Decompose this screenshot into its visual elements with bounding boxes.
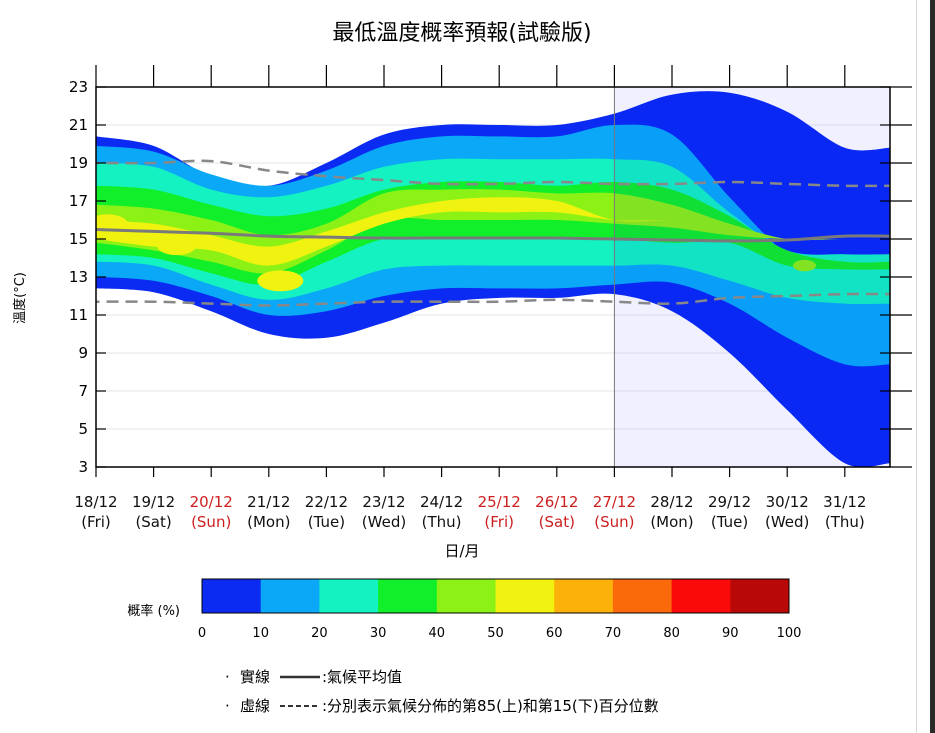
colorbar-swatch — [436, 579, 496, 613]
y-tick-label: 13 — [69, 268, 88, 286]
x-tick-day: (Wed) — [362, 513, 406, 531]
legend-solid-desc: :氣候平均值 — [322, 668, 402, 686]
window-edge-shadow — [930, 0, 935, 733]
x-tick-date: 19/12 — [132, 493, 175, 511]
colorbar-tick-label: 80 — [663, 626, 680, 641]
x-tick-date: 21/12 — [247, 493, 290, 511]
colorbar-swatch — [554, 579, 614, 613]
x-tick-date: 20/12 — [190, 493, 233, 511]
legend: · 實線 :氣候平均值 · 虛線 :分別表示氣候分佈的第85(上)和第15(下)… — [225, 668, 659, 715]
y-tick-label: 15 — [69, 230, 88, 248]
x-tick-day: (Mon) — [247, 513, 290, 531]
colorbar-tick-label: 10 — [252, 626, 269, 641]
colorbar-swatch — [612, 579, 673, 613]
x-tick-date: 24/12 — [420, 493, 463, 511]
colorbar-swatch — [260, 579, 320, 613]
probability-blob-40 — [792, 259, 816, 272]
colorbar: 0 10 20 30 40 50 60 70 80 90 100 — [198, 578, 802, 641]
y-tick-label: 23 — [69, 78, 88, 96]
colorbar-tick-label: 30 — [370, 626, 387, 641]
legend-dashed-label: 虛線 — [240, 697, 270, 715]
x-tick-day: (Sat) — [539, 513, 575, 531]
x-tick-day: (Thu) — [422, 513, 462, 531]
colorbar-tick-label: 20 — [311, 626, 328, 641]
probability-blob-50 — [257, 270, 304, 292]
y-tick-label: 9 — [78, 344, 88, 362]
x-tick-date: 18/12 — [74, 493, 117, 511]
colorbar-swatch — [378, 579, 438, 613]
x-tick-date: 31/12 — [823, 493, 866, 511]
y-tick-label: 17 — [69, 192, 88, 210]
x-tick-day: (Tue) — [308, 513, 345, 531]
y-tick-label: 21 — [69, 116, 88, 134]
series-line-solid — [96, 227, 890, 243]
x-tick-date: 27/12 — [593, 493, 636, 511]
colorbar-tick-label: 50 — [487, 626, 504, 641]
y-tick-label: 7 — [78, 382, 88, 400]
colorbar-tick-label: 100 — [777, 626, 802, 641]
colorbar-swatch — [319, 579, 379, 613]
colorbar-tick-label: 60 — [546, 626, 563, 641]
y-tick-label: 5 — [78, 420, 88, 438]
legend-bullet-dashed: · — [225, 697, 230, 715]
series-line-dashed — [96, 159, 890, 188]
x-tick-day: (Wed) — [765, 513, 809, 531]
colorbar-tick-label: 90 — [722, 626, 739, 641]
x-tick-day: (Thu) — [825, 513, 865, 531]
colorbar-tick-label: 40 — [429, 626, 446, 641]
colorbar-tick-label: 70 — [605, 626, 622, 641]
x-tick-date: 25/12 — [478, 493, 521, 511]
colorbar-swatch — [671, 579, 731, 613]
plot-area — [96, 86, 890, 468]
y-tick-label: 19 — [69, 154, 88, 172]
legend-dashed-desc: :分別表示氣候分佈的第85(上)和第15(下)百分位數 — [322, 697, 659, 715]
colorbar-tick-label: 0 — [198, 626, 206, 641]
x-tick-day: (Mon) — [650, 513, 693, 531]
x-tick-day: (Fri) — [484, 513, 514, 531]
probability-blob-50 — [156, 234, 197, 256]
x-tick-day: (Sun) — [191, 513, 231, 531]
colorbar-frame — [201, 578, 790, 614]
colorbar-swatch — [495, 579, 555, 613]
colorbar-label: 概率 (%) — [127, 603, 180, 619]
chart-title: 最低溫度概率預報(試驗版) — [332, 21, 591, 46]
probability-band-50 — [96, 197, 890, 266]
series-line-dashed — [96, 292, 890, 307]
x-tick-date: 23/12 — [362, 493, 405, 511]
x-axis-label: 日/月 — [444, 542, 479, 560]
x-tick-date: 30/12 — [766, 493, 809, 511]
y-tick-label: 11 — [69, 306, 88, 324]
legend-solid-label: 實線 — [240, 668, 270, 686]
x-tick-day: (Fri) — [81, 513, 111, 531]
y-tick-label: 3 — [78, 458, 88, 476]
x-tick-date: 28/12 — [650, 493, 693, 511]
y-axis-label: 溫度(°C) — [12, 272, 28, 324]
x-tick-date: 22/12 — [305, 493, 348, 511]
colorbar-swatch — [202, 579, 262, 613]
legend-bullet-solid: · — [225, 668, 230, 686]
probability-field — [96, 87, 890, 467]
axes: 3 5 7 9 11 13 15 17 19 21 23 18/12 (Fri) 19/12 (Sat) 20… — [69, 65, 912, 531]
x-tick-day: (Tue) — [711, 513, 748, 531]
x-tick-day: (Sat) — [135, 513, 171, 531]
x-tick-date: 29/12 — [708, 493, 751, 511]
x-tick-day: (Sun) — [594, 513, 634, 531]
colorbar-swatch — [730, 579, 790, 613]
x-tick-date: 26/12 — [535, 493, 578, 511]
extended-forecast-shade — [614, 87, 890, 467]
